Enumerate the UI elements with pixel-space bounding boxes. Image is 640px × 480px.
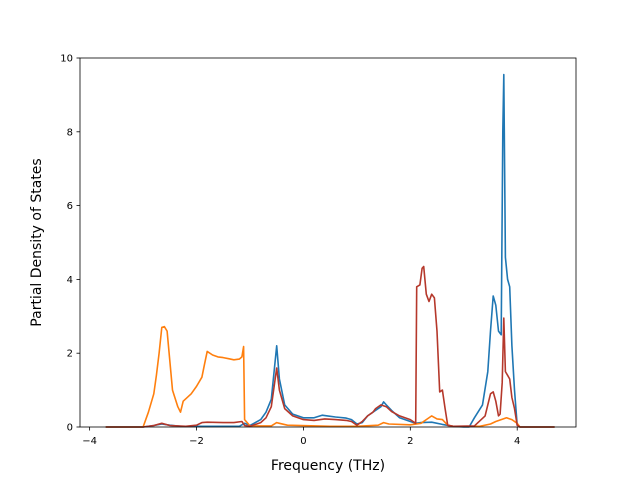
series-line-3 <box>105 265 555 428</box>
x-tick-label: 2 <box>407 436 413 447</box>
y-tick-label: 0 <box>67 423 73 434</box>
plot-frame <box>79 57 577 428</box>
x-tick-label: 0 <box>300 436 306 447</box>
y-axis-ticks: 0 2 4 6 8 10 <box>60 54 80 434</box>
series-layer <box>105 73 555 428</box>
x-tick-label: −2 <box>189 436 204 447</box>
y-tick-label: 6 <box>67 201 73 212</box>
y-axis-label: Partial Density of States <box>29 158 45 326</box>
x-axis-label: Frequency (THz) <box>271 458 385 474</box>
y-tick-label: 2 <box>67 349 73 360</box>
series-line-1 <box>105 73 555 428</box>
y-tick-label: 10 <box>60 54 73 65</box>
x-axis-ticks: −4 −2 0 2 4 <box>82 427 520 447</box>
x-tick-label: 4 <box>514 436 520 447</box>
y-tick-label: 4 <box>67 275 73 286</box>
x-tick-label: −4 <box>82 436 97 447</box>
y-tick-label: 8 <box>67 127 73 138</box>
